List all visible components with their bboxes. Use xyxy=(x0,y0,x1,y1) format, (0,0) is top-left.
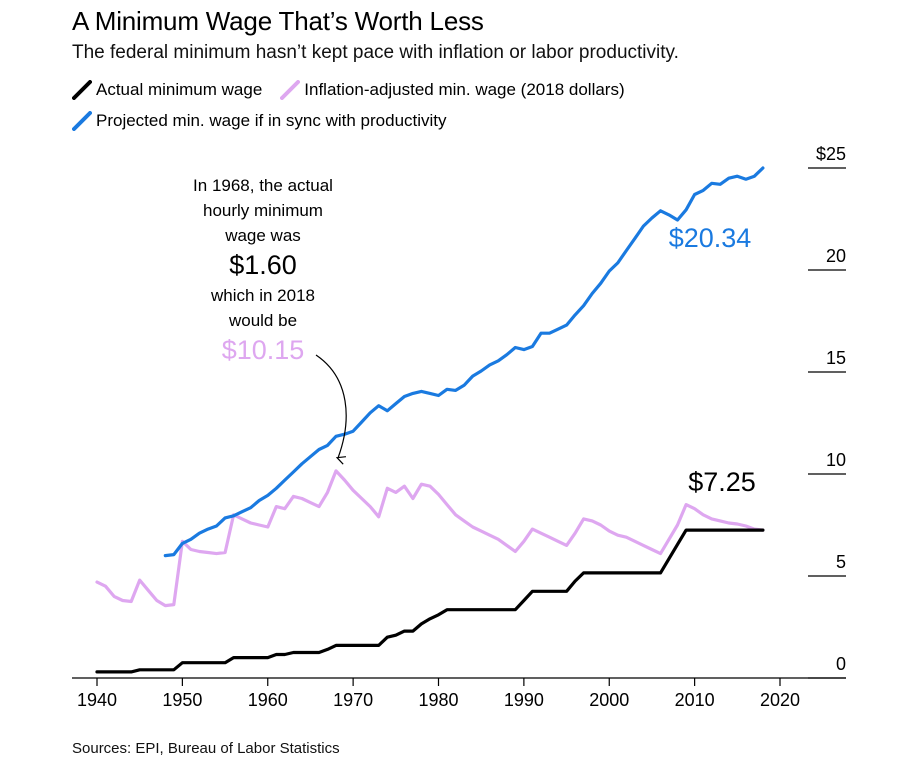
x-tick-label: 2010 xyxy=(675,690,715,710)
y-tick-label: 0 xyxy=(836,654,846,674)
annotation-line-5: would be xyxy=(228,311,297,330)
annotation-line-4: which in 2018 xyxy=(210,286,315,305)
end-label-actual: $7.25 xyxy=(688,467,756,497)
x-tick-label: 1960 xyxy=(248,690,288,710)
series-actual-minimum-wage xyxy=(95,528,765,674)
y-tick-label: 15 xyxy=(826,348,846,368)
y-tick-label: 20 xyxy=(826,246,846,266)
annotation-line-2: hourly minimum xyxy=(203,201,323,220)
series-layer xyxy=(95,166,765,674)
legend-label-inflation: Inflation-adjusted min. wage (2018 dolla… xyxy=(304,80,625,99)
legend-item-inflation: Inflation-adjusted min. wage (2018 dolla… xyxy=(280,80,625,100)
legend-item-actual: Actual minimum wage xyxy=(72,80,262,100)
legend-row-1: Actual minimum wage Inflation-adjusted m… xyxy=(72,80,643,100)
y-tick-label: 5 xyxy=(836,552,846,572)
series-inflation-adjusted xyxy=(95,469,765,608)
x-tick-label: 1950 xyxy=(162,690,202,710)
y-tick-label: 10 xyxy=(826,450,846,470)
y-axis: 0 5 10 15 20 $25 xyxy=(808,144,846,679)
chart-subtitle: The federal minimum hasn’t kept pace wit… xyxy=(72,42,679,63)
annotation-value-actual: $1.60 xyxy=(229,250,297,280)
legend-swatch-inflation-icon xyxy=(280,80,301,100)
annotation-line-3: wage was xyxy=(224,226,301,245)
x-tick-label: 1940 xyxy=(77,690,117,710)
annotation-1968: In 1968, the actual hourly minimum wage … xyxy=(193,176,347,458)
x-axis: 1940 1950 1960 1970 1980 1990 2000 2010 2020 xyxy=(72,677,846,710)
annotation-line-1: In 1968, the actual xyxy=(193,176,333,195)
legend-swatch-productivity-icon xyxy=(72,111,92,131)
x-tick-label: 1970 xyxy=(333,690,373,710)
legend-item-productivity: Projected min. wage if in sync with prod… xyxy=(72,111,447,131)
series-productivity-projection xyxy=(163,166,765,558)
x-tick-label: 1980 xyxy=(418,690,458,710)
legend-swatch-actual-icon xyxy=(72,80,92,100)
source-note: Sources: EPI, Bureau of Labor Statistics xyxy=(72,740,340,757)
annotation-value-adjusted: $10.15 xyxy=(222,335,305,365)
x-tick-label: 1990 xyxy=(504,690,544,710)
chart-title: A Minimum Wage That’s Worth Less xyxy=(72,6,484,36)
legend-label-actual: Actual minimum wage xyxy=(96,80,263,99)
x-tick-label: 2020 xyxy=(760,690,800,710)
end-label-productivity: $20.34 xyxy=(669,223,752,253)
annotation-arrow xyxy=(315,354,347,458)
y-tick-label: $25 xyxy=(816,144,846,164)
legend-row-2: Projected min. wage if in sync with prod… xyxy=(72,111,465,131)
x-tick-label: 2000 xyxy=(589,690,629,710)
legend-label-productivity: Projected min. wage if in sync with prod… xyxy=(96,111,447,130)
